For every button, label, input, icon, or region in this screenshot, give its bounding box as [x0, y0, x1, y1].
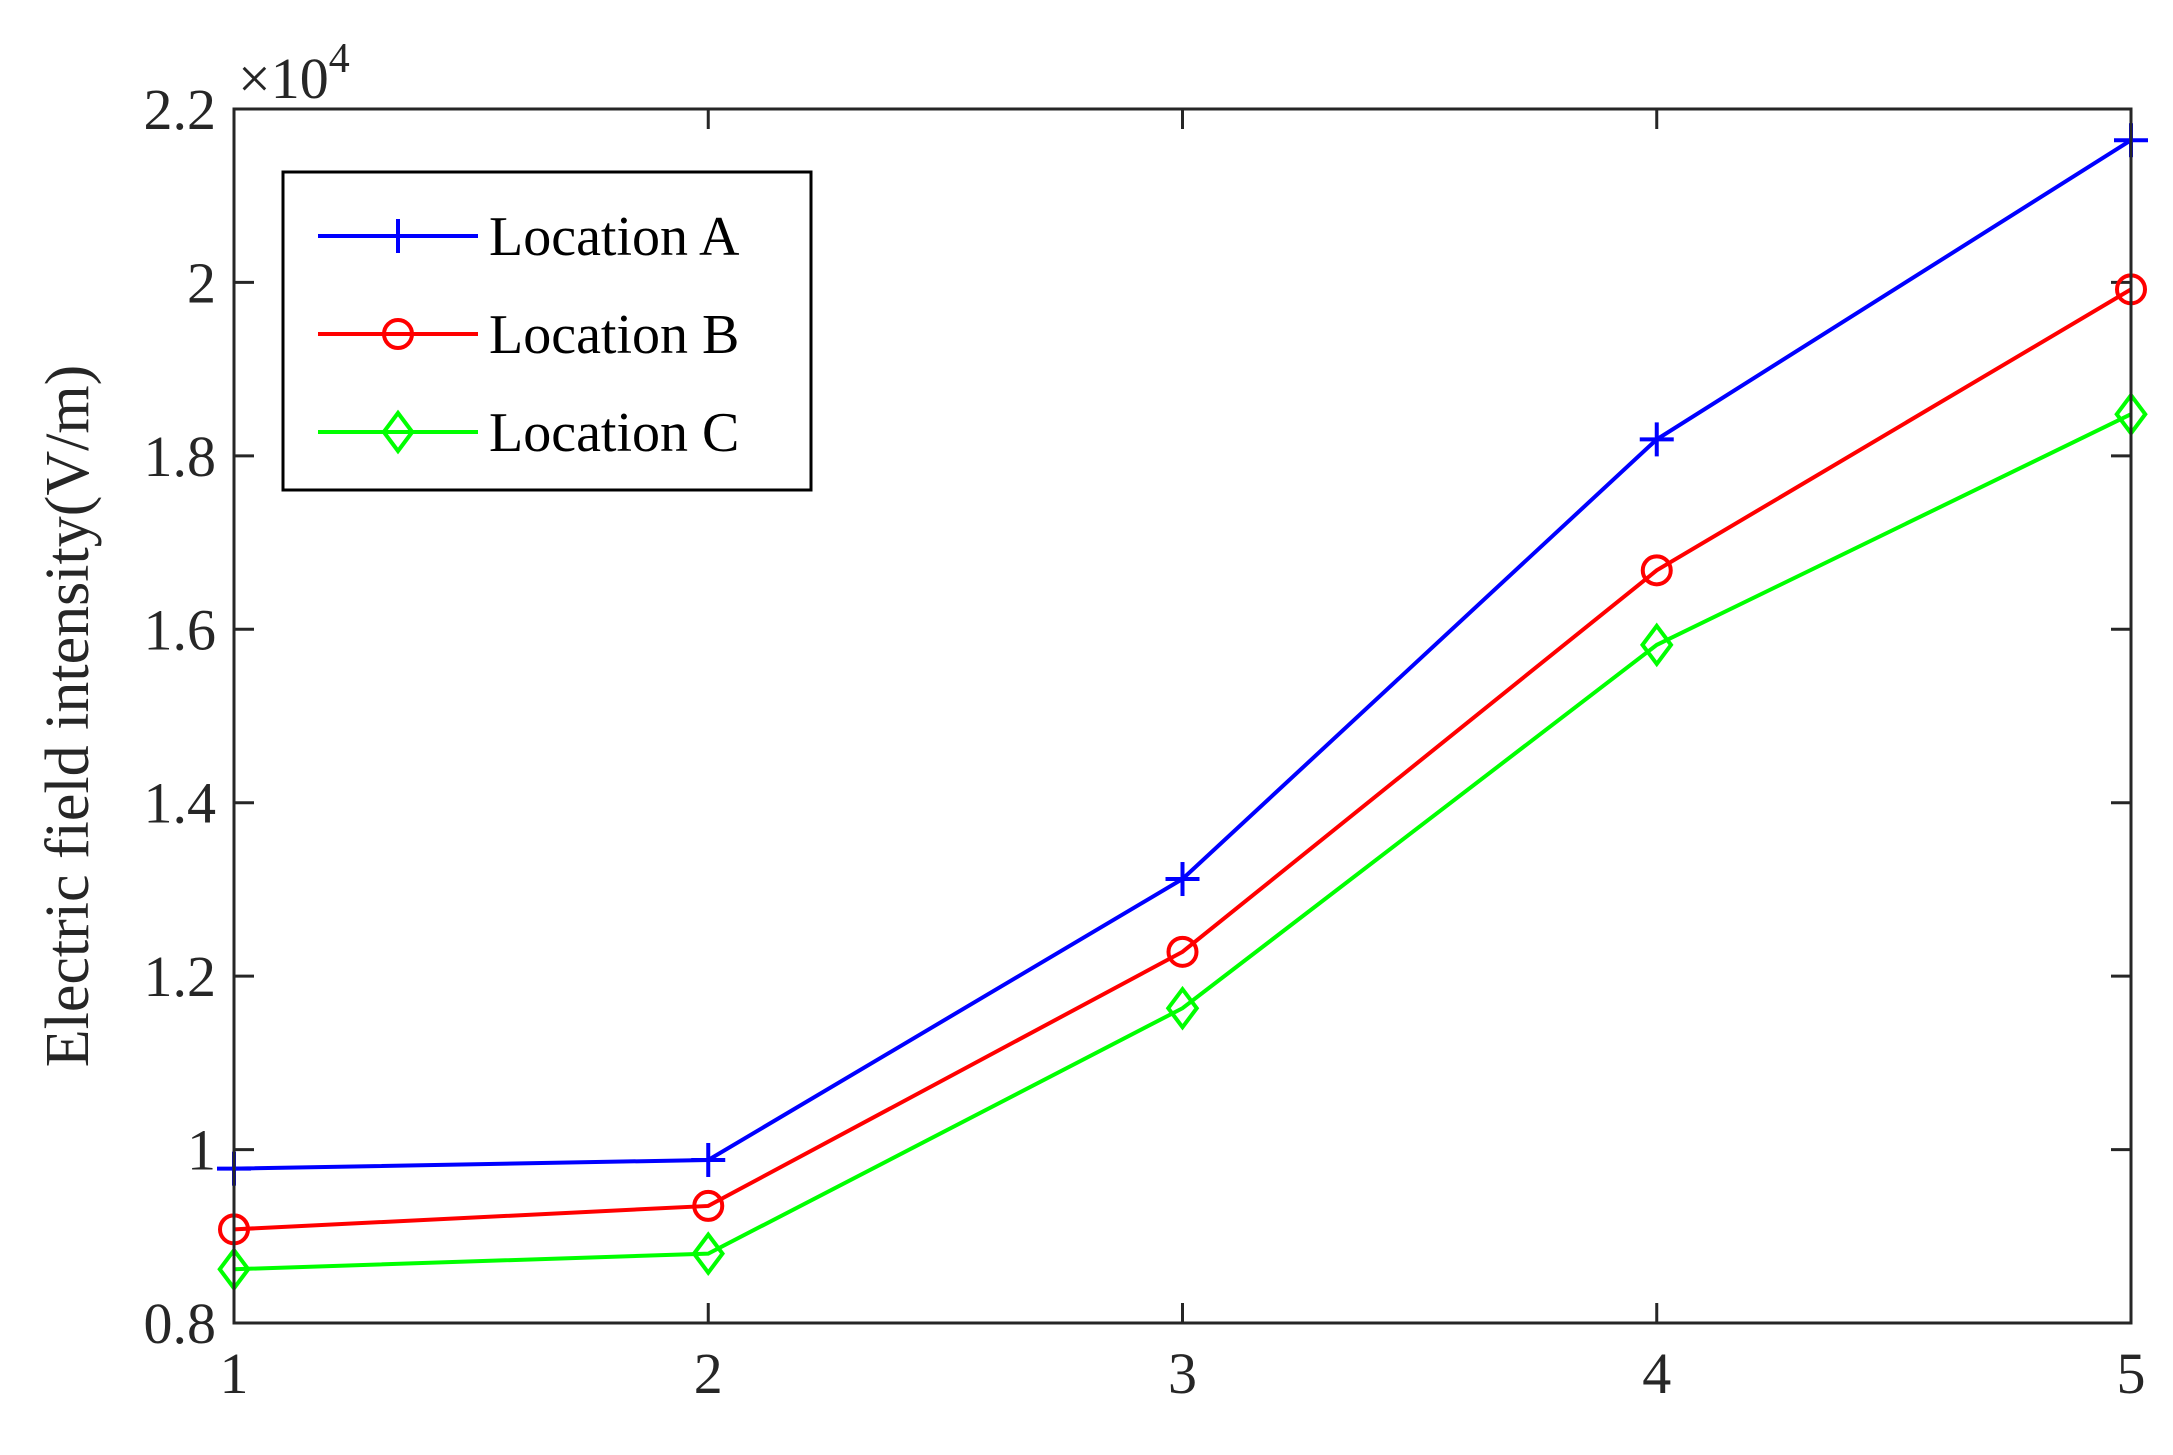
- x-tick-label: 3: [1168, 1341, 1197, 1406]
- legend: Location A Location B Location C: [281, 170, 813, 492]
- y-axis-title: Electric field intensity(V/m): [34, 365, 102, 1067]
- data-point-2: [1640, 554, 1673, 587]
- data-point-1: [1639, 422, 1674, 457]
- x-tick-label: 5: [2117, 1341, 2146, 1406]
- multiplier-exponent: 4: [329, 36, 350, 82]
- legend-label: Location B: [489, 304, 739, 366]
- y-tick-label: 2.2: [144, 77, 217, 142]
- y-tick-label: 1.8: [144, 424, 217, 489]
- data-point-3: [691, 1231, 725, 1276]
- data-point-3: [1165, 985, 1200, 1031]
- y-tick-label: 1.2: [144, 944, 217, 1009]
- y-tick-label: 1.4: [144, 771, 217, 836]
- data-point-2: [1166, 935, 1199, 968]
- legend-box: [281, 170, 813, 492]
- y-axis-multiplier: ×104: [238, 36, 350, 111]
- legend-label: Location A: [489, 206, 740, 268]
- y-tick-label: 1.6: [144, 597, 217, 662]
- x-tick-label: 1: [220, 1341, 249, 1406]
- data-point-1: [1165, 862, 1200, 897]
- x-tick-label: 2: [694, 1341, 723, 1406]
- y-tick-labels: 0.8 1 1.2 1.4 1.6 1.8 2 2.2: [144, 77, 217, 1356]
- legend-swatch-marker: [382, 318, 414, 350]
- y-tick-label: 0.8: [144, 1291, 217, 1356]
- x-tick-label: 4: [1642, 1341, 1671, 1406]
- data-point-2: [692, 1189, 725, 1222]
- legend-label: Location C: [489, 402, 739, 464]
- series-markers: [217, 123, 2148, 1292]
- y-tick-label: 2: [187, 250, 216, 315]
- series-line-2: [233, 287, 2133, 1232]
- x-tick-labels: 1 2 3 4 5: [220, 1341, 2146, 1406]
- legend-swatch-marker: [381, 409, 415, 455]
- axes-box: [232, 107, 2133, 1325]
- multiplier-base: ×10: [238, 46, 329, 111]
- y-tick-label: 1: [187, 1118, 216, 1183]
- series-line-3: [233, 412, 2132, 1272]
- data-point-3: [1640, 622, 1674, 668]
- data-point-1: [691, 1142, 726, 1177]
- legend-swatch-marker: [381, 219, 415, 253]
